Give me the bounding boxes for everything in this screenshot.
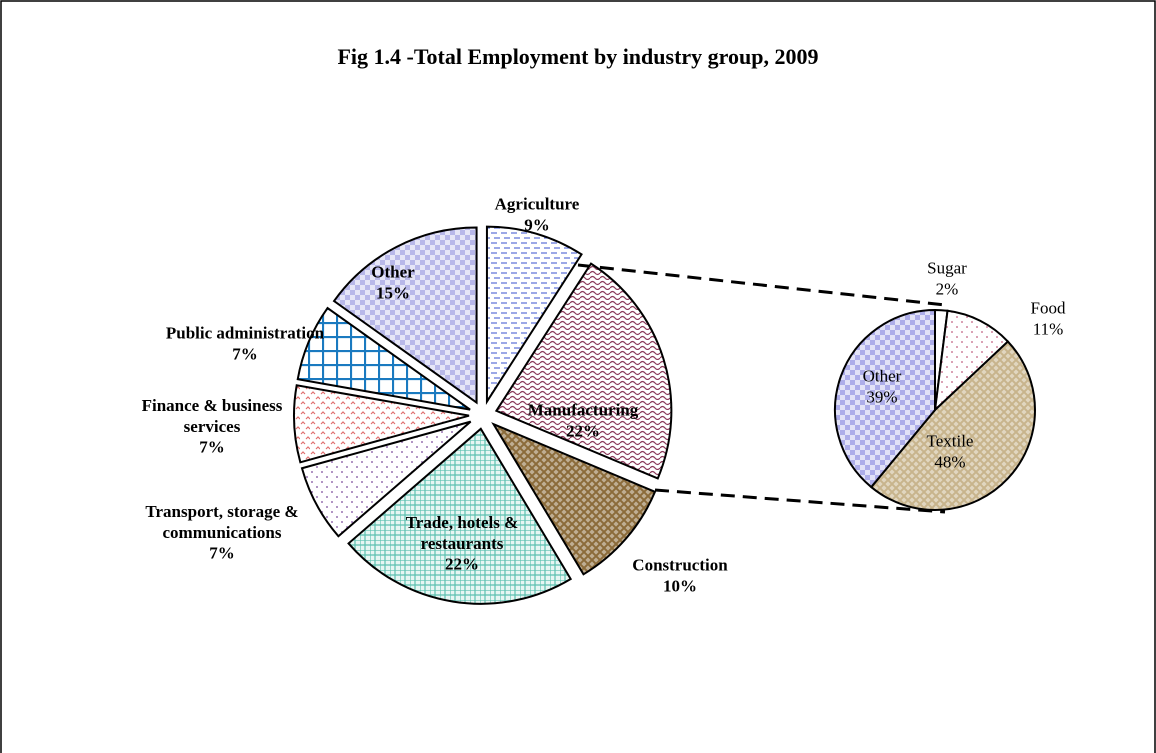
connector-line — [577, 263, 946, 307]
slice-label: Trade, hotels & restaurants — [405, 512, 519, 553]
value-label: 48% — [934, 452, 966, 471]
chart-title: Fig 1.4 -Total Employment by industry gr… — [337, 44, 819, 69]
pie-slice — [491, 422, 657, 576]
pie-slice — [933, 309, 1010, 413]
pie-slice — [296, 306, 471, 411]
value-label: 22% — [566, 421, 600, 440]
pie-slice — [834, 308, 936, 489]
pie-slice — [300, 420, 472, 538]
value-label: 10% — [663, 576, 697, 595]
slice-label: Other — [371, 262, 415, 281]
slice-label: Other — [862, 366, 902, 385]
value-label: 39% — [866, 387, 898, 406]
slice-label: Textile — [926, 431, 974, 450]
value-label: 7% — [199, 437, 225, 457]
connector-line — [654, 488, 946, 514]
slice-label: Finance & business services — [141, 395, 283, 436]
pie-slice — [293, 384, 470, 464]
value-label: 15% — [376, 283, 410, 302]
value-label: 2% — [935, 279, 959, 298]
pie-slice — [869, 340, 1036, 511]
value-label: 9% — [524, 215, 550, 234]
value-label: 7% — [209, 543, 235, 563]
value-label: 22% — [445, 554, 479, 574]
slice-label: Agriculture — [494, 194, 580, 213]
slice-label: Food — [1030, 298, 1066, 317]
slice-label: Public administration — [165, 323, 325, 342]
value-label: 11% — [1032, 319, 1064, 338]
slice-label: Manufacturing — [527, 400, 639, 419]
pie-slice — [494, 262, 673, 480]
value-label: 7% — [232, 344, 258, 363]
pie-slice — [485, 225, 583, 405]
slice-label: Construction — [632, 555, 728, 574]
pie-slice — [347, 427, 573, 605]
slice-label: Sugar — [927, 258, 967, 277]
pie-slice — [332, 226, 478, 405]
slice-label: Transport, storage & communications — [145, 501, 299, 542]
